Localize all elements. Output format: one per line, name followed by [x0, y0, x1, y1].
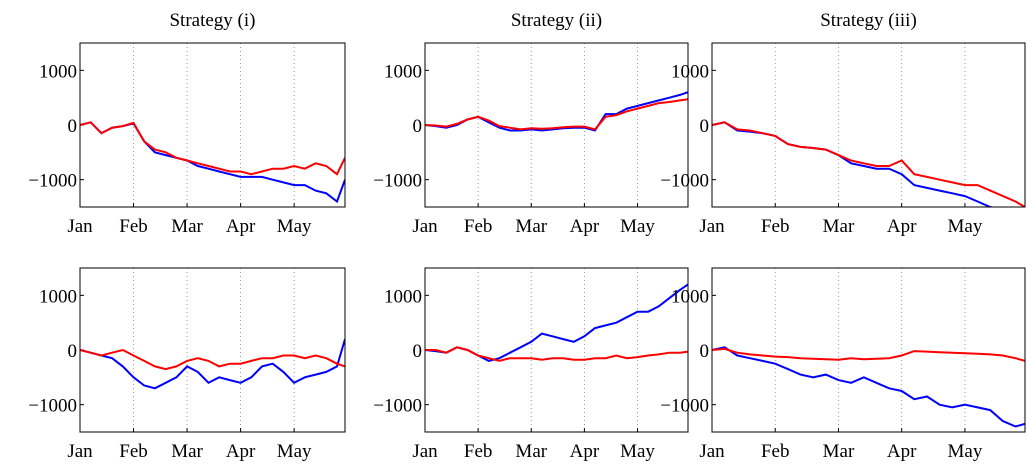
- y-tick-label: −1000: [660, 171, 709, 192]
- y-tick-label: 1000: [39, 61, 77, 82]
- plot-area: [425, 43, 688, 207]
- y-tick-label: −1000: [660, 396, 709, 417]
- x-tick-label: May: [948, 441, 983, 462]
- x-tick-label: Apr: [887, 216, 917, 237]
- x-tick-label: May: [620, 441, 655, 462]
- chart-title: Strategy (i): [169, 10, 255, 31]
- plot-area: [712, 268, 1025, 432]
- x-tick-label: Feb: [119, 216, 148, 237]
- x-tick-label: Feb: [464, 216, 493, 237]
- y-tick-label: 0: [68, 341, 78, 362]
- x-tick-label: Jan: [699, 216, 725, 237]
- y-tick-label: −1000: [373, 396, 422, 417]
- x-tick-label: Apr: [226, 441, 256, 462]
- plot-frame: [424, 267, 689, 433]
- x-tick-label: Feb: [464, 441, 493, 462]
- x-tick-label: Apr: [226, 216, 256, 237]
- series-line: [425, 346, 688, 362]
- series-line: [712, 121, 1025, 207]
- x-tick-label: Jan: [412, 441, 438, 462]
- x-tick-label: Feb: [761, 216, 790, 237]
- x-tick-label: May: [948, 216, 983, 237]
- y-tick-label: −1000: [28, 171, 77, 192]
- series-line: [80, 348, 345, 371]
- x-tick-label: Jan: [412, 216, 438, 237]
- x-tick-label: Mar: [515, 441, 547, 462]
- x-tick-label: May: [277, 441, 312, 462]
- y-tick-label: 0: [700, 116, 710, 137]
- chart-title: Strategy (iii): [820, 10, 917, 31]
- panel: Strategy (iii) Jan Feb Mar Apr May −1000 0 1000: [660, 10, 1026, 237]
- series-line: [712, 347, 1025, 362]
- x-tick-label: Feb: [119, 441, 148, 462]
- panel: Strategy (ii) Jan Feb Mar Apr May −1000 0 1000: [373, 10, 689, 237]
- x-tick-label: May: [620, 216, 655, 237]
- y-tick-label: 0: [700, 341, 710, 362]
- x-tick-label: Apr: [887, 441, 917, 462]
- x-tick-label: Apr: [570, 216, 600, 237]
- y-tick-label: 1000: [384, 286, 422, 307]
- x-tick-label: May: [277, 216, 312, 237]
- x-tick-label: Apr: [570, 441, 600, 462]
- series-line: [80, 338, 345, 390]
- series-line: [80, 121, 345, 176]
- x-tick-label: Mar: [823, 216, 855, 237]
- plot-frame: [79, 42, 346, 208]
- y-tick-label: 1000: [671, 61, 709, 82]
- x-tick-label: Mar: [171, 216, 203, 237]
- x-tick-label: Mar: [171, 441, 203, 462]
- panel: Strategy (i) Jan Feb Mar Apr May −1000 0 1000: [28, 10, 346, 237]
- panel: Jan Feb Mar Apr May −1000 0 1000: [660, 267, 1026, 462]
- panel: Jan Feb Mar Apr May −1000 0 1000: [373, 267, 689, 462]
- panel: Jan Feb Mar Apr May −1000 0 1000: [28, 267, 346, 462]
- y-tick-label: −1000: [373, 171, 422, 192]
- series-line: [425, 98, 688, 131]
- y-tick-label: 0: [68, 116, 78, 137]
- x-tick-label: Jan: [699, 441, 725, 462]
- plot-frame: [424, 42, 689, 208]
- y-tick-label: 0: [413, 341, 423, 362]
- plot-area: [80, 43, 345, 207]
- plot-frame: [711, 267, 1026, 433]
- x-tick-label: Mar: [823, 441, 855, 462]
- series-line: [712, 346, 1025, 428]
- x-tick-label: Jan: [67, 441, 93, 462]
- chart-title: Strategy (ii): [511, 10, 602, 31]
- plot-frame: [711, 42, 1026, 208]
- x-tick-label: Mar: [515, 216, 547, 237]
- plot-frame: [79, 267, 346, 433]
- x-tick-label: Jan: [67, 216, 93, 237]
- y-tick-label: 0: [413, 116, 423, 137]
- y-tick-label: 1000: [39, 286, 77, 307]
- x-tick-label: Feb: [761, 441, 790, 462]
- y-tick-label: 1000: [384, 61, 422, 82]
- y-tick-label: −1000: [28, 396, 77, 417]
- plot-area: [712, 43, 1025, 207]
- y-tick-label: 1000: [671, 286, 709, 307]
